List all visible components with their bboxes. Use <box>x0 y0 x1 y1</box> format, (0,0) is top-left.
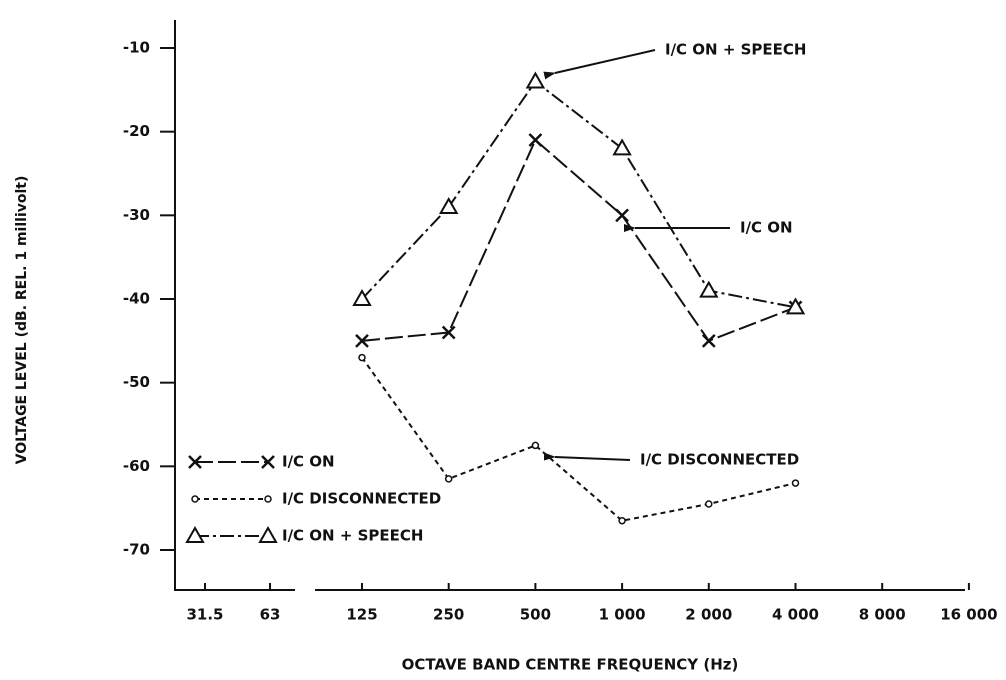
axes <box>174 20 965 591</box>
series-line <box>361 138 796 343</box>
triangle-marker <box>525 71 546 89</box>
circle-marker <box>191 495 199 503</box>
x-marker <box>441 325 456 340</box>
triangle-marker <box>185 525 205 543</box>
x-marker <box>701 333 716 348</box>
y-tick-label: -60 <box>123 457 150 475</box>
x-marker <box>615 208 629 223</box>
x-tick-label: 1 000 <box>599 606 646 624</box>
triangle-marker <box>612 138 632 156</box>
x-tick-label: 4 000 <box>772 606 819 624</box>
circle-marker <box>264 495 272 503</box>
x-marker <box>188 455 202 469</box>
circle-marker <box>618 516 626 525</box>
y-tick-label: -70 <box>123 541 150 559</box>
series-line <box>361 80 796 309</box>
x-marker <box>261 455 275 469</box>
circle-marker <box>791 479 800 487</box>
y-tick-label: -40 <box>123 290 150 308</box>
x-tick-label: 16 000 <box>940 606 997 624</box>
x-tick-label: 63 <box>260 606 281 624</box>
x-marker <box>528 133 543 147</box>
x-tick-label: 2 000 <box>685 606 732 624</box>
y-axis-label: VOLTAGE LEVEL (dB. REL. 1 millivolt) <box>14 176 30 465</box>
triangle-marker <box>258 525 278 543</box>
y-tick-label: -10 <box>123 39 150 57</box>
annotation: I/C DISCONNECTED <box>640 451 799 469</box>
legend-label: I/C DISCONNECTED <box>282 490 441 508</box>
x-tick-label: 31.5 <box>186 606 223 624</box>
series-line <box>361 356 796 522</box>
annotation: I/C ON <box>740 219 793 237</box>
annotation-arrow <box>543 49 656 80</box>
triangle-marker <box>352 288 372 306</box>
x-tick-label: 8 000 <box>859 606 906 624</box>
triangle-marker <box>699 280 719 298</box>
x-tick-label: 250 <box>433 606 464 624</box>
triangle-marker <box>785 297 806 315</box>
y-tick-label: -30 <box>123 206 150 224</box>
legend-label: I/C ON + SPEECH <box>282 527 423 545</box>
circle-marker <box>444 475 453 483</box>
x-tick-label: 500 <box>520 606 551 624</box>
x-marker <box>355 333 369 348</box>
x-tick-label: 125 <box>346 606 377 624</box>
circle-marker <box>705 500 713 508</box>
triangle-marker <box>438 196 459 214</box>
annotation: I/C ON + SPEECH <box>665 41 806 59</box>
legend-label: I/C ON <box>282 453 335 471</box>
x-axis-label: OCTAVE BAND CENTRE FREQUENCY (Hz) <box>402 656 739 674</box>
y-tick-label: -50 <box>123 373 150 391</box>
circle-marker <box>531 441 540 450</box>
annotation-arrow <box>543 452 631 461</box>
y-tick-label: -20 <box>123 122 150 140</box>
circle-marker <box>358 353 366 362</box>
